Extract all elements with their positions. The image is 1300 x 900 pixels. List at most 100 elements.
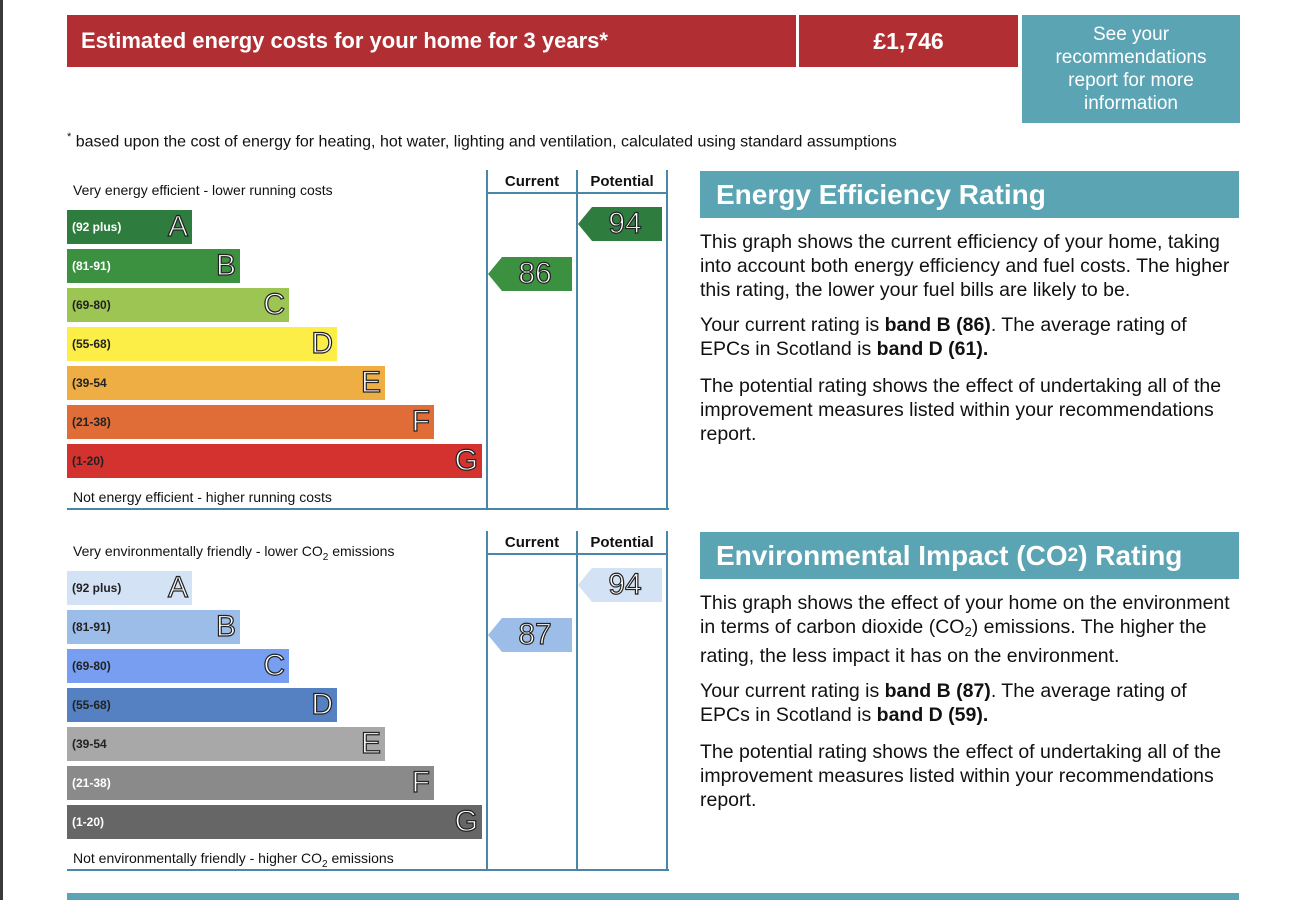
- rating-band-d: (55-68) D: [67, 327, 337, 361]
- chart-bottom-border: [67, 508, 669, 510]
- band-range: (39-54: [72, 737, 107, 751]
- band-letter: F: [411, 766, 431, 799]
- rating-band-g: (1-20) G: [67, 444, 482, 478]
- rating-band-f: (21-38) F: [67, 766, 434, 800]
- rating-band-b: (81-91) B: [67, 610, 240, 644]
- column-divider: [576, 531, 578, 871]
- band-range: (1-20): [72, 815, 105, 829]
- energy-description: This graph shows the current efficiency …: [700, 231, 1230, 301]
- band-letter: G: [454, 805, 479, 838]
- bottom-section-header: [67, 893, 1239, 900]
- caption-text: emissions: [328, 543, 395, 559]
- band-letter: G: [454, 444, 479, 477]
- band-range: (81-91): [72, 620, 111, 634]
- band-letter: D: [311, 327, 334, 360]
- footnote-marker: *: [67, 131, 72, 143]
- rating-band-f: (21-38) F: [67, 405, 434, 439]
- env-description: This graph shows the effect of your home…: [700, 591, 1239, 668]
- chart-top-caption: Very environmentally friendly - lower CO…: [73, 543, 394, 563]
- title-subscript: 2: [1067, 544, 1079, 566]
- current-band-text: band B (86): [884, 314, 991, 336]
- caption-subscript: 2: [322, 551, 329, 563]
- environmental-impact-chart: Very environmentally friendly - lower CO…: [67, 531, 669, 871]
- band-letter: B: [215, 610, 236, 643]
- rating-band-c: (69-80) C: [67, 649, 289, 683]
- rating-band-b: (81-91) B: [67, 249, 240, 283]
- band-range: (92 plus): [72, 220, 122, 234]
- band-letter: B: [215, 249, 236, 282]
- env-potential-text: The potential rating shows the effect of…: [700, 741, 1222, 811]
- current-column-header: Current: [504, 173, 560, 190]
- rating-band-e: (39-54 E: [67, 727, 385, 761]
- potential-rating-pointer: 94: [578, 207, 662, 241]
- caption-text: emissions: [327, 850, 394, 866]
- chart-bottom-border: [67, 869, 669, 871]
- header-divider: [486, 553, 668, 555]
- energy-efficiency-chart: Very energy efficient - lower running co…: [67, 170, 669, 510]
- text: . The average rating of EPCs in Scotland…: [700, 314, 1187, 360]
- current-column-header: Current: [504, 534, 560, 551]
- caption-subscript: 2: [322, 858, 328, 870]
- potential-rating-pointer: 94: [578, 568, 662, 602]
- rating-band-e: (39-54 E: [67, 366, 385, 400]
- env-current-rating-text: Your current rating is band B (87). The …: [700, 679, 1239, 727]
- rating-band-c: (69-80) C: [67, 288, 289, 322]
- energy-efficiency-panel: Energy Efficiency Rating This graph show…: [700, 171, 1239, 446]
- subscript: 2: [964, 624, 972, 639]
- environmental-impact-title: Environmental Impact (CO 2) Rating: [700, 532, 1239, 579]
- estimated-costs-label: Estimated energy costs for your home for…: [67, 15, 796, 67]
- rating-band-g: (1-20) G: [67, 805, 482, 839]
- estimated-costs-value: £1,746: [799, 15, 1018, 67]
- band-range: (55-68): [72, 698, 111, 712]
- rating-band-d: (55-68) D: [67, 688, 337, 722]
- band-range: (21-38): [72, 776, 111, 790]
- band-range: (55-68): [72, 337, 111, 351]
- band-letter: E: [360, 366, 381, 399]
- band-range: (69-80): [72, 659, 111, 673]
- text: . The average rating of EPCs in Scotland…: [700, 680, 1187, 726]
- chart-bottom-caption: Not environmentally friendly - higher CO…: [73, 850, 394, 870]
- band-letter: E: [360, 727, 381, 760]
- band-range: (1-20): [72, 454, 105, 468]
- column-divider: [576, 170, 578, 510]
- column-divider: [666, 531, 668, 871]
- current-rating-pointer: 87: [488, 618, 572, 652]
- band-range: (39-54: [72, 376, 107, 390]
- environmental-impact-panel: Environmental Impact (CO 2) Rating This g…: [700, 532, 1239, 812]
- potential-column-header: Potential: [590, 173, 654, 190]
- energy-efficiency-title: Energy Efficiency Rating: [700, 171, 1239, 218]
- energy-current-rating-text: Your current rating is band B (86). The …: [700, 313, 1239, 361]
- rating-band-a: (92 plus) A: [67, 210, 192, 244]
- current-band-text: band B (87): [884, 680, 991, 702]
- recommendations-report-link[interactable]: See your recommendations report for more…: [1022, 15, 1240, 123]
- band-letter: C: [263, 288, 286, 321]
- column-divider: [666, 170, 668, 510]
- chart-top-caption: Very energy efficient - lower running co…: [73, 182, 333, 198]
- average-band-text: band D (61).: [876, 338, 989, 360]
- band-letter: A: [167, 210, 188, 243]
- caption-text: Not environmentally friendly - higher CO: [73, 850, 322, 866]
- caption-text: Very environmentally friendly - lower CO: [73, 543, 323, 559]
- band-letter: A: [167, 571, 188, 604]
- band-letter: C: [263, 649, 286, 682]
- text: Your current rating is: [700, 680, 885, 702]
- cost-footnote: * based upon the cost of energy for heat…: [67, 131, 897, 151]
- average-band-text: band D (59).: [876, 704, 989, 726]
- band-letter: D: [311, 688, 334, 721]
- text: This graph shows the effect of your home…: [700, 592, 1230, 638]
- title-text: ) Rating: [1078, 539, 1183, 571]
- rating-band-a: (92 plus) A: [67, 571, 192, 605]
- band-range: (81-91): [72, 259, 111, 273]
- band-range: (21-38): [72, 415, 111, 429]
- column-divider: [486, 531, 488, 871]
- current-rating-pointer: 86: [488, 257, 572, 291]
- band-letter: F: [411, 405, 431, 438]
- footnote-text: based upon the cost of energy for heatin…: [71, 133, 897, 151]
- text: Your current rating is: [700, 314, 885, 336]
- title-text: Environmental Impact (CO: [716, 539, 1068, 571]
- column-divider: [486, 170, 488, 510]
- header-divider: [486, 192, 668, 194]
- energy-potential-text: The potential rating shows the effect of…: [700, 375, 1222, 445]
- page-edge: [0, 0, 3, 900]
- band-range: (92 plus): [72, 581, 122, 595]
